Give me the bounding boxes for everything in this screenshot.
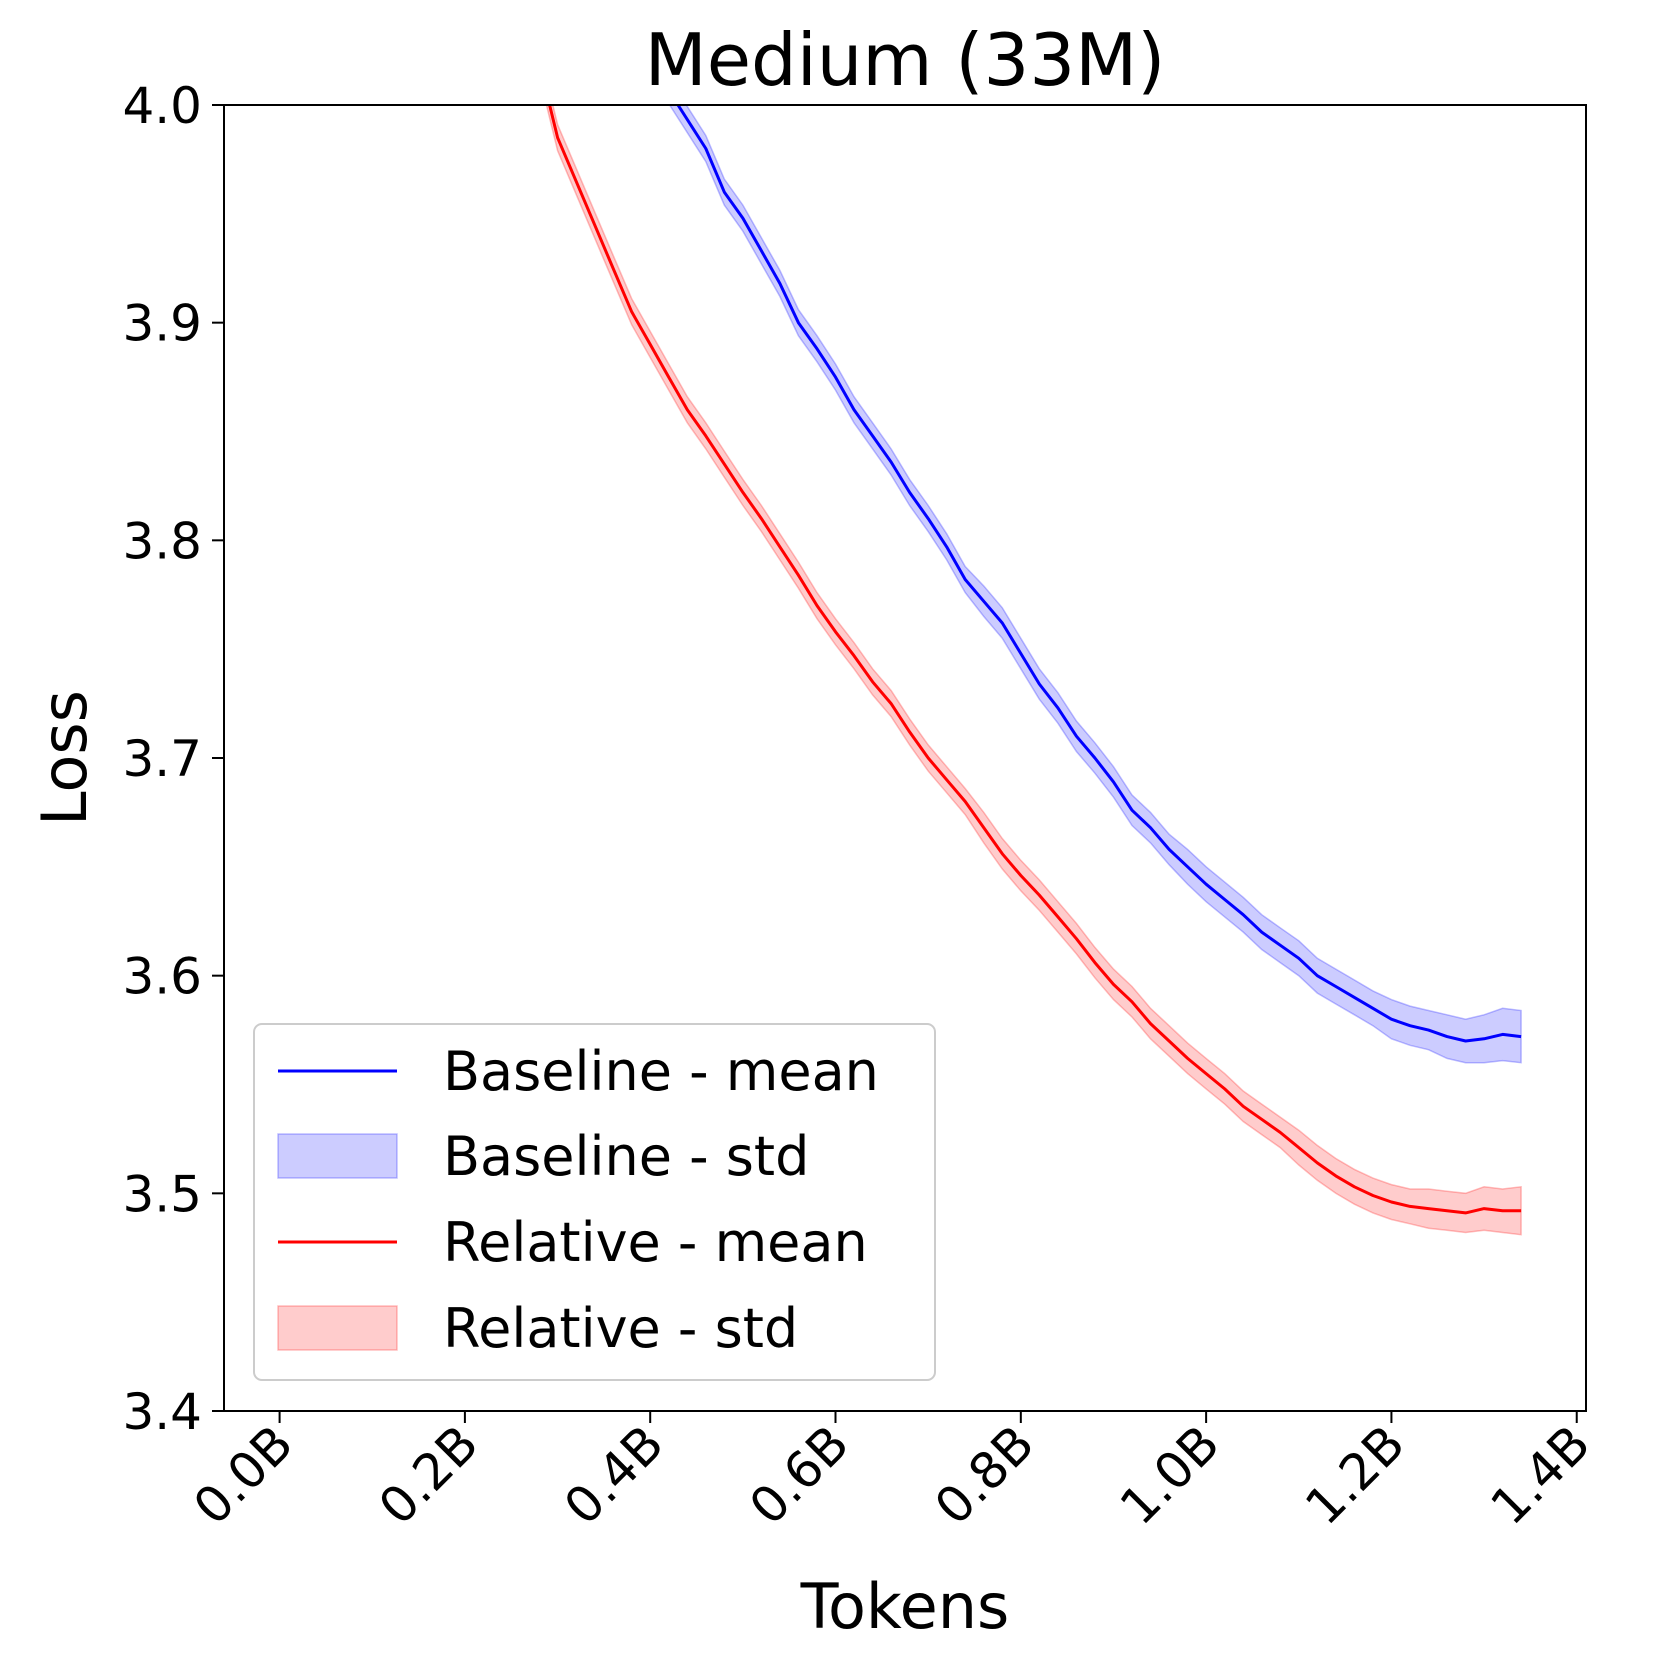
chart-title: Medium (33M) bbox=[645, 18, 1166, 102]
y-tick-label: 3.6 bbox=[122, 948, 202, 1006]
legend-baseline-std-swatch bbox=[277, 1133, 398, 1179]
x-tick-label: 1.2B bbox=[1294, 1414, 1416, 1536]
legend: Baseline - mean Baseline - std Relative … bbox=[253, 1023, 936, 1381]
y-axis: 3.4 3.5 3.6 3.7 3.8 3.9 4.0 bbox=[122, 77, 224, 1441]
x-tick-label: 0.8B bbox=[924, 1414, 1046, 1536]
relative-mean-line bbox=[548, 105, 1522, 1215]
legend-baseline-mean-label: Baseline - mean bbox=[443, 1040, 879, 1103]
y-tick-label: 3.7 bbox=[122, 730, 202, 788]
y-tick-label: 3.9 bbox=[122, 295, 202, 353]
y-tick-label: 4.0 bbox=[122, 77, 202, 135]
legend-relative-std-swatch bbox=[277, 1305, 398, 1351]
legend-relative-mean-label: Relative - mean bbox=[443, 1211, 868, 1274]
y-axis-label: Loss bbox=[28, 690, 101, 826]
x-axis-label: Tokens bbox=[800, 1570, 1010, 1643]
x-axis: 0.0B 0.2B 0.4B 0.6B 0.8B 1.0B 1.2B 1.4B bbox=[183, 1411, 1602, 1536]
x-tick-label: 0.4B bbox=[553, 1414, 675, 1536]
baseline-mean-line bbox=[676, 105, 1522, 1043]
x-tick-label: 0.6B bbox=[738, 1414, 860, 1536]
relative-std-band bbox=[545, 105, 1522, 1236]
x-tick-label: 1.4B bbox=[1480, 1414, 1602, 1536]
y-tick-label: 3.8 bbox=[122, 512, 202, 570]
legend-baseline-std-label: Baseline - std bbox=[443, 1125, 809, 1188]
x-tick-label: 1.0B bbox=[1109, 1414, 1231, 1536]
y-tick-label: 3.5 bbox=[122, 1165, 202, 1223]
y-tick-label: 3.4 bbox=[122, 1383, 202, 1441]
x-tick-label: 0.2B bbox=[368, 1414, 490, 1536]
legend-box bbox=[253, 1023, 936, 1381]
series-layer bbox=[545, 105, 1522, 1236]
baseline-std-band bbox=[668, 105, 1522, 1064]
legend-relative-std-label: Relative - std bbox=[443, 1297, 798, 1360]
